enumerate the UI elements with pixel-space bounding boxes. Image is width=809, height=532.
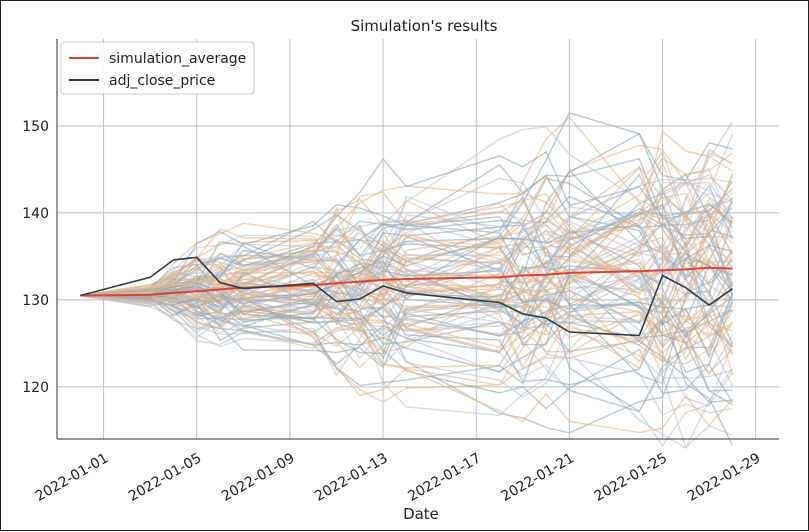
x-tick-label: 2022-01-29: [685, 450, 763, 505]
simulation-path: [80, 212, 733, 353]
x-tick-labels: 2022-01-01 2022-01-05 2022-01-09 2022-01-13…: [33, 450, 764, 505]
y-tick-label: 120: [22, 380, 49, 396]
simulation-path: [80, 191, 733, 308]
simulation-path: [80, 269, 733, 342]
simulation-path: [80, 289, 733, 406]
simulation-path: [80, 259, 734, 407]
simulation-path: [80, 112, 733, 310]
simulation-path: [80, 224, 733, 305]
x-axis-label: Date: [403, 505, 439, 523]
x-tick-label: 2022-01-05: [126, 450, 204, 505]
x-tick-label: 2022-01-17: [405, 450, 483, 505]
simulation-path: [80, 277, 733, 434]
simulation-path: [80, 256, 733, 416]
series-line-simulation-average: [80, 266, 733, 297]
chart-title: Simulation's results: [351, 17, 498, 35]
y-tick-label: 130: [22, 293, 49, 309]
simulation-path: [80, 198, 734, 348]
y-tick-label: 150: [22, 119, 49, 135]
series-lines: [80, 256, 733, 337]
legend-label-adj-close-price: adj_close_price: [109, 73, 215, 89]
x-tick-label: 2022-01-25: [592, 450, 670, 505]
simulation-path: [80, 220, 733, 298]
x-tick-label: 2022-01-13: [312, 450, 390, 505]
axes: [56, 39, 779, 440]
legend-label-simulation-average: simulation_average: [109, 51, 246, 67]
simulation-paths: [80, 112, 734, 449]
simulation-path: [80, 180, 733, 324]
simulation-path: [80, 274, 733, 404]
simulation-path: [80, 177, 733, 297]
simulation-path: [80, 165, 733, 301]
simulation-path: [80, 261, 734, 365]
simulation-path: [80, 203, 734, 385]
y-tick-label: 140: [22, 206, 49, 222]
simulation-path: [80, 281, 733, 410]
legend-box: [60, 41, 255, 95]
y-tick-labels: 120 130 140 150: [22, 119, 49, 396]
simulation-path: [80, 177, 733, 299]
legend: simulation_average adj_close_price: [60, 41, 255, 95]
x-tick-label: 2022-01-21: [499, 450, 577, 505]
simulation-path: [80, 168, 734, 307]
simulation-path: [80, 195, 734, 398]
simulation-path: [80, 267, 733, 434]
x-tick-label: 2022-01-01: [33, 450, 111, 505]
x-tick-label: 2022-01-09: [219, 450, 297, 505]
series-line-adj-close-price: [80, 256, 733, 337]
simulation-path: [80, 263, 733, 392]
simulation-path: [80, 152, 733, 304]
simulation-path: [80, 173, 734, 318]
simulation-path: [80, 224, 733, 348]
